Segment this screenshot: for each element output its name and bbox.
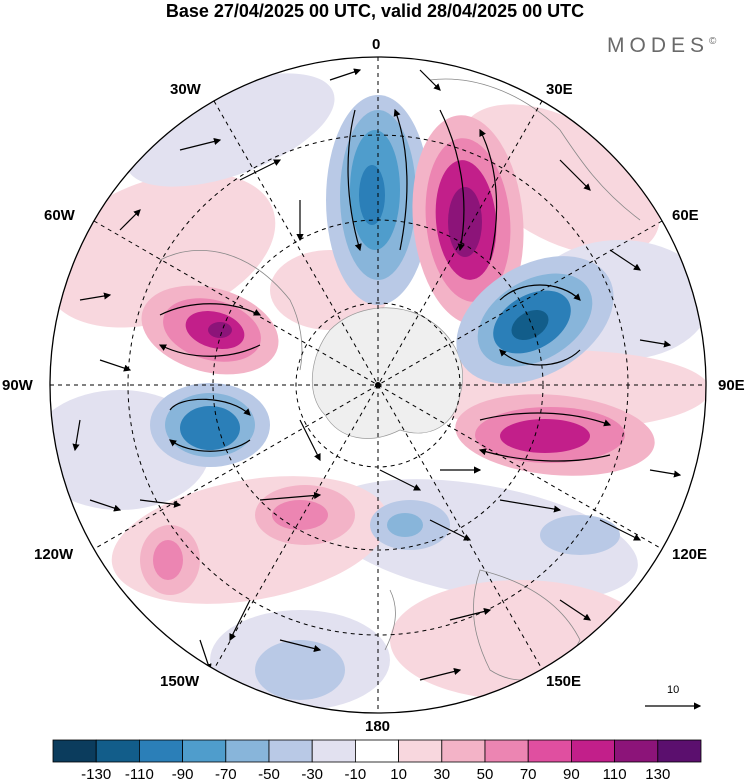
- colorbar-tick-label: -30: [301, 766, 324, 783]
- colorbar-tick-label: 90: [563, 766, 580, 783]
- vector-scale-label: 10: [667, 684, 680, 696]
- colorbar-swatch: [657, 739, 702, 763]
- brand-name: MODES: [607, 34, 710, 57]
- colorbar-tick-label: -110: [124, 766, 154, 783]
- lon-label-60e: 60E: [672, 207, 699, 224]
- colorbar-swatch: [398, 739, 443, 763]
- colorbar-swatch: [441, 739, 486, 763]
- brand-mark: ©: [709, 36, 717, 47]
- colorbar-tick-label: 50: [476, 766, 494, 783]
- colorbar-tick-label: 130: [645, 766, 671, 783]
- colorbar-swatch: [571, 739, 616, 763]
- map-boundary: [49, 56, 707, 714]
- colorbar-swatch: [95, 739, 140, 763]
- colorbar-tick-label: -50: [258, 766, 280, 783]
- lon-label-60w: 60W: [44, 207, 75, 224]
- colorbar-swatch: [225, 739, 270, 763]
- lon-label-30w: 30W: [170, 81, 201, 98]
- africa-outline: [429, 78, 641, 221]
- wind-vectors: [72, 68, 682, 681]
- colorbar-tick-label: -10: [344, 766, 367, 783]
- colorbar-swatch: [354, 739, 399, 763]
- brand-logo: MODES©: [607, 34, 716, 58]
- anomaly-centre-70w-80w: [141, 285, 279, 375]
- colorbar-swatch: [268, 739, 313, 763]
- colorbar-tick-label: -70: [214, 766, 237, 783]
- colorbar: [52, 739, 702, 763]
- antarctica-landmass: [311, 307, 463, 439]
- colorbar-swatch: [52, 739, 97, 763]
- colorbar-swatch: [484, 739, 529, 763]
- anomaly-centre-50e-60e: [456, 256, 614, 384]
- anomaly-centre-160e-170e: [255, 500, 620, 700]
- lon-label-120w: 120W: [34, 546, 74, 563]
- lon-label-180: 180: [365, 718, 391, 735]
- colorbar-swatch: [311, 739, 356, 763]
- colorbar-swatch: [182, 739, 227, 763]
- south-pole-marker: [375, 382, 381, 388]
- lon-label-150e: 150E: [546, 673, 582, 690]
- colorbar-swatch: [614, 739, 659, 763]
- colorbar-tick-label: 30: [433, 766, 451, 783]
- colorbar-tick-label: -90: [171, 766, 194, 783]
- lon-label-30e: 30E: [546, 81, 573, 98]
- map-field: [50, 57, 706, 713]
- colorbar-tick-label: 110: [602, 766, 627, 783]
- anomaly-centre-100w-110w: [150, 383, 270, 467]
- anomaly-centre-140w-150w: [140, 485, 355, 595]
- lon-label-90w: 90W: [2, 377, 33, 394]
- colorbar-tick-label: 10: [390, 766, 407, 783]
- colorbar-swatch: [527, 739, 572, 763]
- colorbar-tick-label: -130: [81, 766, 112, 783]
- new-zealand-outline: [384, 589, 396, 651]
- colorbar-tick-label: 70: [519, 766, 537, 783]
- lon-label-150w: 150W: [160, 673, 200, 690]
- map-title: Base 27/04/2025 00 UTC, valid 28/04/2025…: [165, 1, 585, 21]
- lon-label-90e: 90E: [718, 377, 745, 394]
- lon-label-120e: 120E: [672, 546, 708, 563]
- anomaly-centre-20e-30e: [412, 115, 524, 325]
- south-america-outline: [159, 249, 303, 371]
- lon-label-0: 0: [372, 36, 381, 53]
- colorbar-swatch: [138, 739, 183, 763]
